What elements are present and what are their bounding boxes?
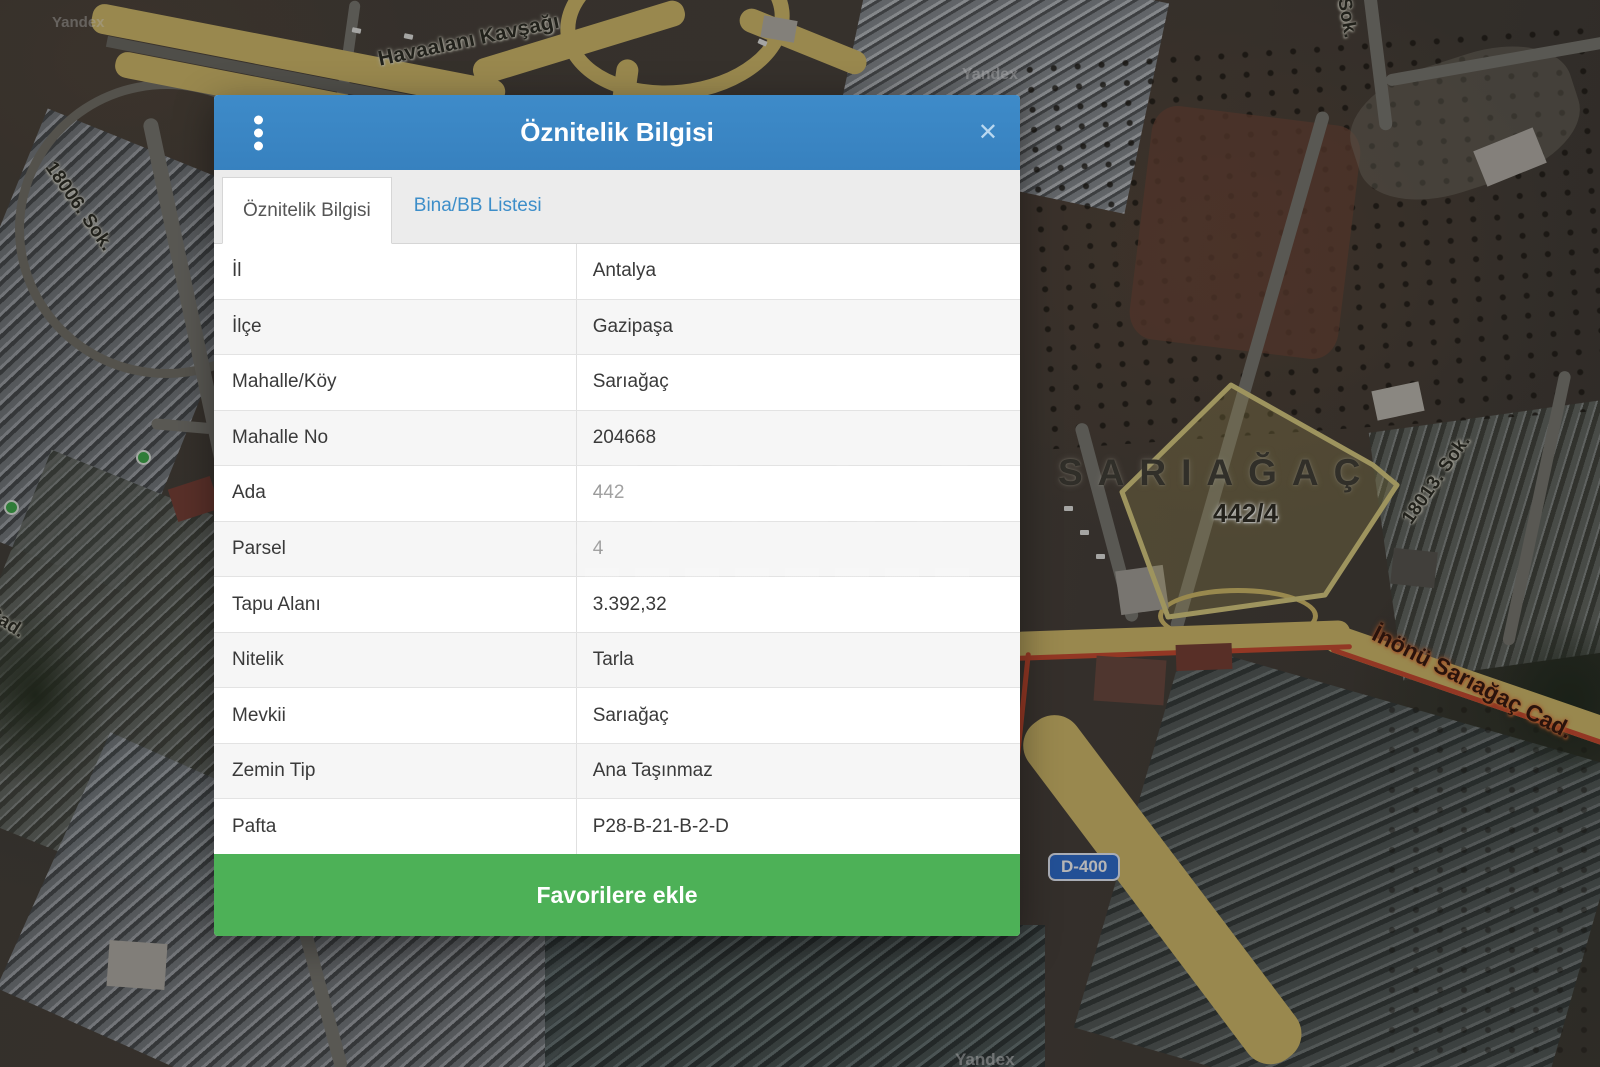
table-row: Mevkii Sarıağaç	[214, 687, 1020, 743]
table-row: İlçe Gazipaşa	[214, 298, 1020, 355]
table-row: Tapu Alanı 3.392,32	[214, 576, 1020, 632]
table-row: Pafta P28-B-21-B-2-D	[214, 798, 1020, 855]
attribute-table: İl Antalya İlçe Gazipaşa Mahalle/Köy Sarıağ…	[214, 244, 1020, 855]
row-label: Tapu Alanı	[214, 577, 577, 632]
row-value: P28-B-21-B-2-D	[592, 815, 729, 837]
row-value: 204668	[592, 426, 657, 448]
row-label: Mahalle No	[214, 410, 577, 466]
yandex-watermark: Yandex	[52, 14, 105, 31]
tab-bar: Öznitelik Bilgisi Bina/BB Listesi	[214, 170, 1020, 244]
kebab-menu-icon[interactable]	[254, 115, 263, 150]
row-label: Mahalle/Köy	[214, 355, 577, 410]
district-label: SARIAĞAÇ	[1058, 452, 1376, 493]
row-value: 4	[592, 538, 604, 559]
attribute-modal: Öznitelik Bilgisi ✕ Öznitelik Bilgisi Bi…	[214, 95, 1020, 936]
close-icon[interactable]: ✕	[977, 118, 998, 146]
row-value: Sarıağaç	[592, 704, 669, 726]
row-value: Sarıağaç	[592, 371, 669, 393]
row-value: 3.392,32	[592, 593, 667, 615]
table-row: Nitelik Tarla	[214, 631, 1020, 688]
table-row: Parsel 4	[214, 520, 1020, 577]
map-pin[interactable]	[136, 450, 151, 465]
tree-cluster	[0, 600, 110, 790]
tab-bina-bb-listesi[interactable]: Bina/BB Listesi	[413, 195, 542, 216]
row-value: 442	[592, 482, 625, 504]
table-row: Mahalle/Köy Sarıağaç	[214, 354, 1020, 410]
greenhouse-field	[545, 925, 1045, 1067]
row-value: Antalya	[592, 260, 657, 282]
map-pin[interactable]	[4, 500, 19, 515]
car	[1080, 530, 1089, 535]
modal-title: Öznitelik Bilgisi	[520, 117, 714, 147]
row-label: Parsel	[214, 521, 577, 577]
row-label: Nitelik	[214, 632, 577, 688]
row-label: İlçe	[214, 299, 577, 355]
table-row: İl Antalya	[214, 244, 1020, 299]
row-value: Ana Taşınmaz	[592, 760, 713, 782]
favorites-button[interactable]: Favorilere ekle	[214, 854, 1020, 936]
parcel-label: 442/4	[1213, 498, 1279, 528]
row-label: İl	[214, 244, 577, 299]
table-row: Mahalle No 204668	[214, 409, 1020, 466]
table-row: Ada 442	[214, 465, 1020, 521]
row-label: Zemin Tip	[214, 743, 577, 799]
tab-oznitelik-bilgisi[interactable]: Öznitelik Bilgisi	[222, 177, 392, 244]
row-label: Ada	[214, 466, 577, 521]
highway-badge-d400: D-400	[1048, 853, 1121, 881]
row-label: Mevkii	[214, 688, 577, 743]
car	[1064, 506, 1073, 511]
row-label: Pafta	[214, 799, 577, 855]
modal-header: Öznitelik Bilgisi ✕	[214, 95, 1020, 170]
yandex-watermark: Yandex	[962, 66, 1019, 83]
table-row: Zemin Tip Ana Taşınmaz	[214, 742, 1020, 799]
row-value: Tarla	[592, 649, 634, 671]
interchange-ramp	[1158, 588, 1318, 644]
row-value: Gazipaşa	[592, 315, 673, 337]
parcel-polygon[interactable]	[1119, 382, 1400, 620]
car	[1096, 554, 1105, 559]
yandex-watermark: Yandex	[955, 1050, 1015, 1067]
